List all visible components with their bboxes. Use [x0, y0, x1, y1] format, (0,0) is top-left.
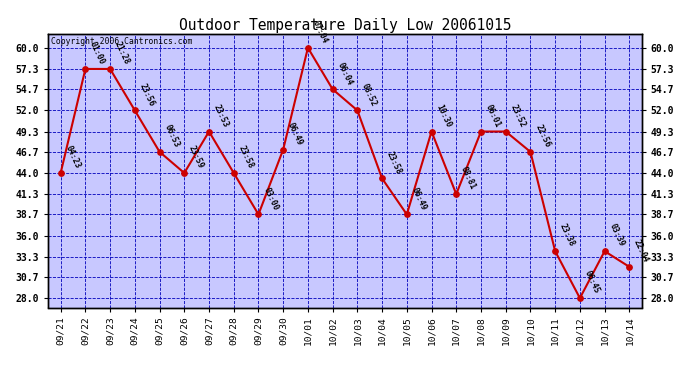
Point: [228, 170, 239, 176]
Text: 23:53: 23:53: [212, 103, 230, 129]
Text: 06:01: 06:01: [484, 103, 502, 129]
Point: [55, 170, 66, 176]
Point: [377, 176, 388, 181]
Point: [550, 248, 561, 254]
Text: 03:00: 03:00: [262, 186, 279, 211]
Text: 06:49: 06:49: [410, 186, 428, 211]
Point: [277, 147, 288, 153]
Text: 23:58: 23:58: [385, 150, 404, 176]
Point: [599, 248, 610, 254]
Text: 01:00: 01:00: [88, 40, 107, 66]
Text: 23:52: 23:52: [509, 103, 527, 129]
Text: 06:49: 06:49: [286, 121, 304, 147]
Text: 22:56: 22:56: [533, 123, 552, 149]
Text: 08:52: 08:52: [360, 82, 379, 108]
Text: 23:56: 23:56: [137, 82, 156, 108]
Point: [204, 129, 215, 135]
Text: 23:58: 23:58: [237, 144, 255, 170]
Point: [475, 129, 486, 135]
Text: 04:23: 04:23: [63, 144, 82, 170]
Text: 21:28: 21:28: [113, 40, 131, 66]
Point: [402, 211, 413, 217]
Point: [426, 129, 437, 135]
Point: [179, 170, 190, 176]
Text: 06:45: 06:45: [582, 270, 601, 296]
Point: [574, 295, 585, 301]
Text: 06:53: 06:53: [162, 123, 181, 149]
Point: [624, 264, 635, 270]
Text: 07:04: 07:04: [310, 19, 329, 45]
Text: 22:04: 22:04: [632, 238, 651, 264]
Point: [105, 66, 116, 72]
Title: Outdoor Temperature Daily Low 20061015: Outdoor Temperature Daily Low 20061015: [179, 18, 511, 33]
Point: [500, 129, 511, 135]
Point: [327, 86, 338, 92]
Point: [253, 211, 264, 217]
Text: 08:81: 08:81: [459, 165, 477, 191]
Point: [352, 107, 363, 113]
Text: 06:04: 06:04: [335, 61, 354, 87]
Point: [80, 66, 91, 72]
Point: [451, 191, 462, 197]
Text: 03:39: 03:39: [607, 222, 626, 248]
Point: [154, 149, 165, 155]
Text: 23:38: 23:38: [558, 222, 576, 248]
Point: [129, 107, 140, 113]
Text: 23:59: 23:59: [187, 144, 206, 170]
Point: [525, 149, 536, 155]
Text: 10:30: 10:30: [434, 103, 453, 129]
Point: [302, 45, 313, 51]
Text: Copyright 2006 Cantronics.com: Copyright 2006 Cantronics.com: [51, 37, 193, 46]
